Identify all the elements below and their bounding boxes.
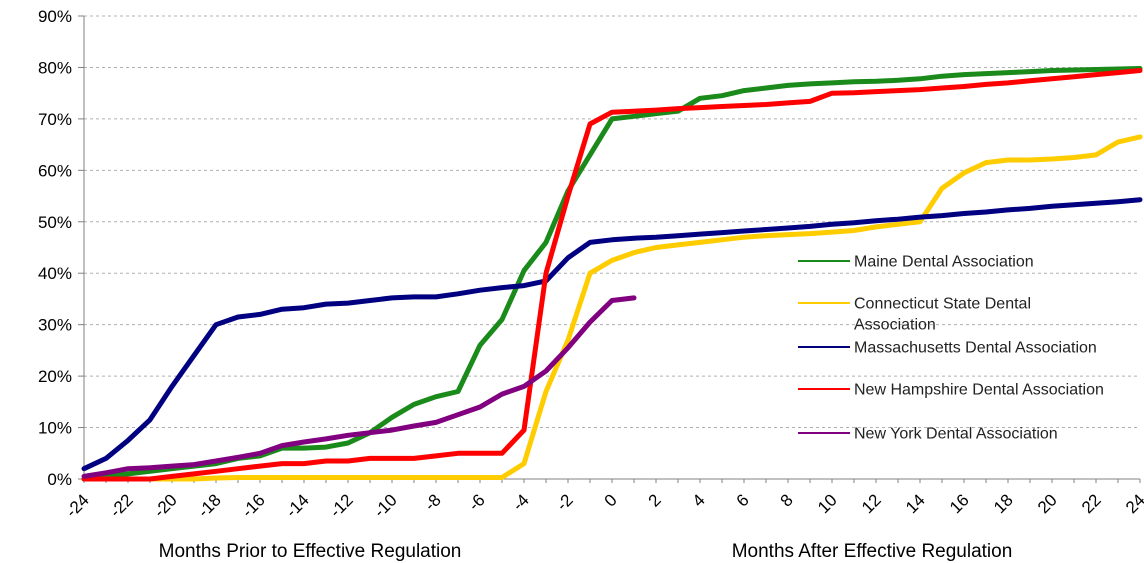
series-lines	[81, 66, 1143, 482]
x-tick-label: -6	[465, 490, 489, 514]
x-axis-ticks: -24 -22 -20 -18 -16 -14 -12 -10 -8 -6 -4 -2 0 2 4 6 8 10 1…	[62, 479, 1144, 521]
y-tick-label: 20%	[38, 367, 72, 386]
legend-label: Maine Dental Association	[854, 254, 1034, 271]
y-tick-label: 90%	[38, 7, 72, 26]
x-tick-label: -10	[370, 490, 401, 521]
y-tick-label: 40%	[38, 264, 72, 283]
x-tick-label: -18	[194, 490, 225, 521]
x-tick-label: -8	[421, 490, 445, 514]
x-tick-label: -22	[106, 490, 137, 521]
x-tick-label: -16	[238, 490, 269, 521]
x-tick-label: 16	[946, 490, 973, 517]
x-tick-label: 2	[645, 490, 665, 510]
legend-label: New York Dental Association	[854, 426, 1058, 443]
x-axis-title-before: Months Prior to Effective Regulation	[159, 541, 462, 562]
legend-label: New Hampshire Dental Association	[854, 382, 1104, 399]
series-line-4	[81, 68, 1143, 482]
y-tick-label: 30%	[38, 316, 72, 335]
x-tick-label: 0	[601, 490, 621, 510]
x-tick-label: 12	[858, 490, 885, 517]
x-tick-label: 8	[777, 490, 797, 510]
x-tick-label: 6	[733, 490, 753, 510]
y-tick-label: 50%	[38, 213, 72, 232]
y-tick-label: 70%	[38, 110, 72, 129]
series-line-1	[81, 66, 1143, 482]
x-axis-title-after: Months After Effective Regulation	[732, 541, 1013, 562]
series-line-3	[81, 197, 1143, 472]
x-tick-label: 10	[814, 490, 841, 517]
y-tick-label: 10%	[38, 419, 72, 438]
y-axis-ticks: 0% 10% 20% 30% 40% 50% 60% 70% 80% 90%	[38, 7, 84, 489]
x-tick-label: -2	[553, 490, 577, 514]
x-tick-label: 18	[990, 490, 1017, 517]
x-tick-label: -4	[509, 490, 533, 514]
y-tick-label: 60%	[38, 161, 72, 180]
x-tick-label: 20	[1034, 490, 1061, 517]
x-tick-label: 24	[1122, 490, 1144, 517]
y-tick-label: 0%	[47, 470, 72, 489]
y-tick-label: 80%	[38, 58, 72, 77]
x-tick-label: 22	[1078, 490, 1105, 517]
legend: Maine Dental Association Connecticut Stat…	[798, 254, 1104, 443]
series-line-5	[81, 295, 637, 479]
legend-label: Connecticut State Dental Association	[854, 296, 1031, 334]
series-line-2	[81, 134, 1143, 482]
legend-label: Massachusetts Dental Association	[854, 340, 1097, 357]
x-tick-label: -12	[326, 490, 357, 521]
x-tick-label: -20	[150, 490, 181, 521]
x-tick-label: 14	[902, 490, 929, 517]
grid-lines	[84, 15, 1140, 429]
x-tick-label: 4	[689, 490, 709, 510]
x-tick-label: -24	[62, 490, 93, 521]
x-tick-label: -14	[282, 490, 313, 521]
